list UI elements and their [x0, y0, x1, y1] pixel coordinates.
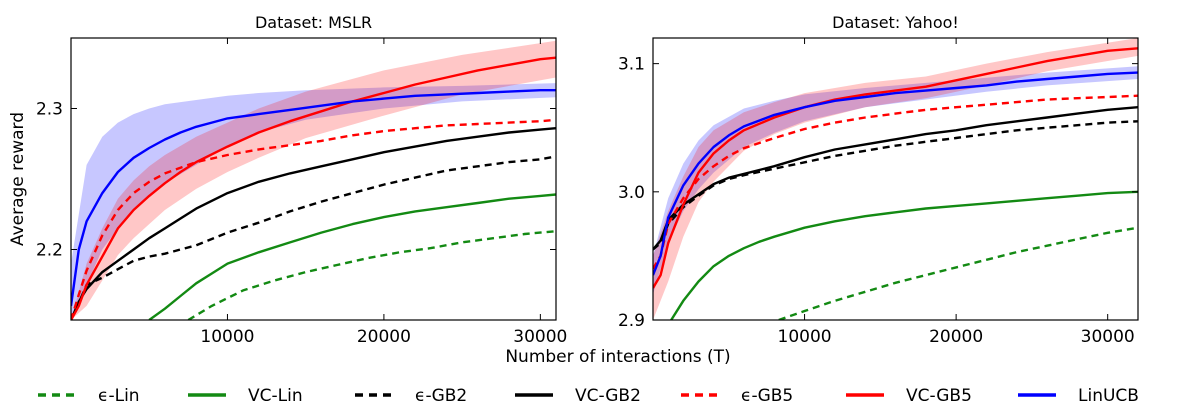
- series-line-3: [71, 155, 556, 320]
- confidence-band-2: [71, 40, 556, 320]
- series-line-4: [653, 106, 1138, 251]
- shared-x-axis-label: Number of interactions (T): [505, 347, 730, 367]
- chart-title: Dataset: MSLR: [255, 13, 372, 32]
- x-tick-label: 20000: [357, 327, 411, 347]
- legend-item: ϵ-GB5: [681, 386, 793, 406]
- legend-label: LinUCB: [1078, 386, 1139, 406]
- legend-label: VC-GB2: [575, 386, 641, 406]
- plot-frame: [70, 37, 557, 321]
- legend-label: ϵ-GB5: [741, 386, 793, 406]
- series-line-1: [778, 226, 1138, 320]
- legend-item: LinUCB: [1018, 386, 1139, 406]
- series-line-7: [653, 71, 1138, 276]
- series-line-2: [148, 193, 556, 320]
- x-tick-label: 30000: [1081, 327, 1135, 347]
- legend-item: VC-GB2: [515, 386, 641, 406]
- chart-panel-2: 10000 20000 30000 2.9 3.0 3.1 Dataset: Yahoo!: [618, 13, 1139, 347]
- series-line-1: [187, 230, 556, 320]
- legend-item: ϵ-Lin: [38, 386, 140, 406]
- legend-item: VC-GB5: [846, 386, 972, 406]
- plot-area: [71, 40, 556, 320]
- legend-item: VC-Lin: [188, 386, 303, 406]
- series-line-7: [71, 88, 556, 307]
- y-tick-label: 3.1: [618, 55, 645, 75]
- chart-title: Dataset: Yahoo!: [832, 13, 959, 32]
- y-axis-label: Average reward: [8, 112, 28, 246]
- x-tick-label: 10000: [200, 327, 254, 347]
- series-line-6: [71, 56, 556, 320]
- legend-label: VC-Lin: [248, 386, 303, 406]
- y-tick-label: 2.2: [36, 241, 63, 261]
- confidence-band-2: [653, 38, 1138, 320]
- x-tick-label: 20000: [929, 327, 983, 347]
- legend-label: ϵ-GB2: [415, 386, 467, 406]
- legend: ϵ-Lin VC-Lin ϵ-GB2 VC-GB2 ϵ-GB5 VC-GB5 LinUCB: [38, 386, 1139, 406]
- x-tick-label: 30000: [513, 327, 567, 347]
- plot-frame: [652, 37, 1139, 321]
- plot-area: [653, 38, 1138, 320]
- series-line-4: [71, 127, 556, 320]
- series-line-5: [71, 118, 556, 320]
- series-line-2: [670, 190, 1138, 320]
- legend-item: ϵ-GB2: [355, 386, 467, 406]
- y-tick-label: 2.3: [36, 100, 63, 120]
- y-tick-label: 2.9: [618, 311, 645, 331]
- x-tick-label: 10000: [778, 327, 832, 347]
- legend-label: VC-GB5: [906, 386, 972, 406]
- legend-label: ϵ-Lin: [98, 386, 140, 406]
- confidence-band-1: [71, 83, 556, 320]
- chart-panel-1: 10000 20000 30000 2.2 2.3 Dataset: MSLR Averag…: [8, 13, 567, 347]
- y-tick-label: 3.0: [618, 183, 645, 203]
- confidence-band-1: [653, 66, 1138, 295]
- series-line-6: [653, 47, 1138, 289]
